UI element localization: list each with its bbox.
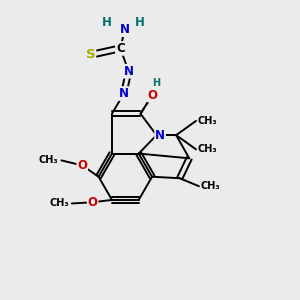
Text: H: H [135,16,145,29]
Text: CH₃: CH₃ [198,116,217,126]
Text: O: O [147,88,158,101]
Text: H: H [135,16,145,29]
Text: H: H [102,16,112,29]
Text: N: N [120,23,130,36]
Text: H: H [152,78,160,88]
Text: C: C [116,42,125,55]
Text: CH₃: CH₃ [200,181,220,191]
Text: N: N [155,129,165,142]
Text: S: S [86,48,95,62]
Text: N: N [120,23,130,36]
Text: O: O [88,196,98,209]
Text: CH₃: CH₃ [198,144,217,154]
Text: N: N [119,87,129,100]
Text: N: N [124,65,134,78]
Text: CH₃: CH₃ [49,199,69,208]
Text: O: O [77,159,87,172]
Text: CH₃: CH₃ [39,155,58,165]
Text: H: H [102,16,112,29]
